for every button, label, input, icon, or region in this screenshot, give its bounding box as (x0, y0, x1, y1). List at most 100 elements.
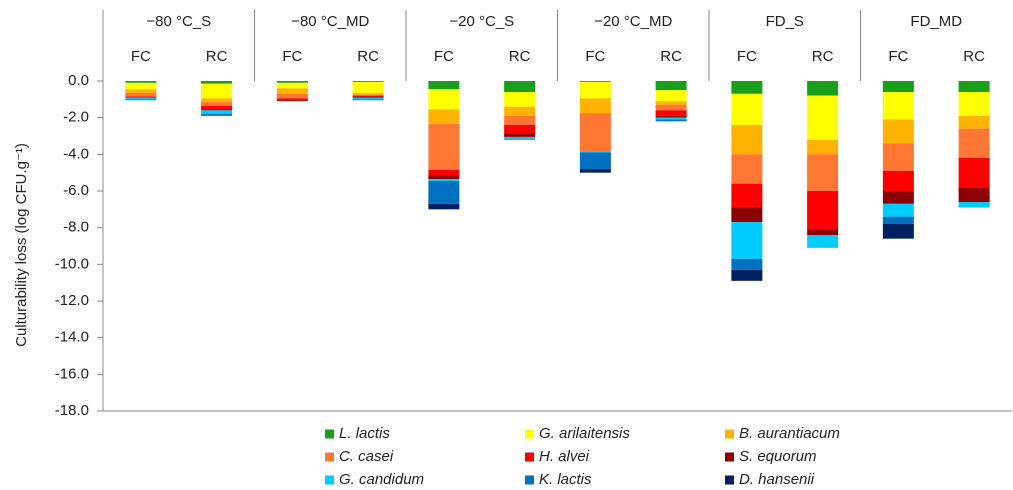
bar-segment (655, 104, 687, 111)
bar-segment (276, 88, 308, 94)
x-tick-label: RC (509, 48, 531, 65)
bar-segment (579, 152, 611, 169)
bar-segment (807, 81, 839, 96)
legend-swatch (325, 475, 334, 485)
legend-label: G. arilaitensis (539, 425, 630, 442)
y-tick-label: -2.0 (63, 109, 89, 126)
bar-segment (579, 81, 611, 82)
bar-segment (201, 81, 233, 84)
bar-segment (428, 169, 460, 176)
legend-swatch (725, 475, 734, 485)
bar-segment (428, 180, 460, 204)
bar-segment (504, 81, 536, 92)
bar-segment (882, 191, 914, 204)
legend-label: G. candidum (339, 471, 424, 488)
bar-segment (882, 224, 914, 239)
y-tick-label: -18.0 (55, 402, 89, 419)
bar-segment (655, 119, 687, 122)
y-tick-label: -12.0 (55, 292, 89, 309)
legend-label: B. aurantiacum (739, 425, 840, 442)
bar-segment (958, 128, 990, 158)
bar-segment (504, 133, 536, 137)
x-tick-label: RC (812, 48, 834, 65)
x-tick-label: FC (434, 48, 454, 65)
bar-segment (352, 81, 384, 82)
bar-segment (731, 125, 763, 155)
bar-segment (428, 81, 460, 90)
bar-segment (125, 82, 157, 90)
bar-segment (882, 81, 914, 92)
bar-segment (731, 183, 763, 208)
bar-segment (125, 81, 157, 83)
bar-segment (504, 92, 536, 107)
bar-segment (807, 235, 839, 248)
bar-segment (958, 187, 990, 202)
bar-segment (428, 175, 460, 180)
bar-segment (125, 96, 157, 98)
bar-segment (807, 191, 839, 230)
bar-segment (882, 216, 914, 224)
legend-swatch (725, 429, 734, 439)
bar-segment (352, 99, 384, 101)
group-label: −80 °C_MD (291, 13, 369, 30)
x-tick-label: RC (357, 48, 379, 65)
y-tick-label: -16.0 (55, 365, 89, 382)
bar-segment (958, 158, 990, 188)
bar-segment (579, 98, 611, 114)
bar-segment (201, 114, 233, 116)
bar-segment (504, 125, 536, 134)
bar-segment (731, 207, 763, 223)
bar-segment (731, 222, 763, 259)
bar-segment (579, 169, 611, 173)
x-tick-label: RC (963, 48, 985, 65)
bar-segment (428, 109, 460, 125)
bar-segment (504, 106, 536, 116)
bar-segment (882, 203, 914, 217)
bar-segment (882, 92, 914, 120)
bar-segment (504, 136, 536, 139)
x-tick-label: FC (131, 48, 151, 65)
legend-swatch (525, 452, 534, 462)
bar-segment (201, 83, 233, 99)
bar-segment (125, 92, 157, 97)
x-tick-label: RC (206, 48, 228, 65)
bar-segment (201, 98, 233, 103)
legend-swatch (325, 429, 334, 439)
bar-segment (276, 82, 308, 89)
bar-segment (125, 97, 157, 100)
legend-label: C. casei (339, 448, 394, 465)
y-tick-label: 0.0 (68, 72, 89, 89)
bar-segment (276, 81, 308, 83)
bar-segment (504, 138, 536, 140)
legend-label: D. hansenii (739, 471, 815, 488)
bar-segment (428, 203, 460, 210)
y-axis-label: Culturability loss (log CFU.g⁻¹) (13, 143, 30, 347)
bar-segment (428, 124, 460, 170)
y-tick-label: -4.0 (63, 145, 89, 162)
bar-segment (352, 94, 384, 96)
bar-segment (882, 170, 914, 191)
bar-segment (352, 96, 384, 98)
bar-segment (579, 81, 611, 99)
legend-swatch (525, 429, 534, 439)
bar-segment (428, 89, 460, 110)
y-tick-label: -10.0 (55, 255, 89, 272)
bar-segment (352, 97, 384, 100)
bar-segment (201, 105, 233, 110)
bar-segment (201, 102, 233, 106)
bar-segment (352, 92, 384, 95)
legend-swatch (325, 452, 334, 462)
bar-segment (655, 110, 687, 116)
x-tick-label: RC (660, 48, 682, 65)
group-label: −20 °C_MD (594, 13, 672, 30)
bar-segment (579, 113, 611, 152)
x-tick-label: FC (585, 48, 605, 65)
bar-segment (276, 100, 308, 102)
bar-segment (731, 81, 763, 94)
x-tick-label: FC (282, 48, 302, 65)
y-tick-label: -6.0 (63, 182, 89, 199)
bar-segment (276, 93, 308, 99)
legend-label: K. lactis (539, 471, 592, 488)
bar-segment (958, 81, 990, 92)
group-label: −80 °C_S (146, 13, 211, 30)
